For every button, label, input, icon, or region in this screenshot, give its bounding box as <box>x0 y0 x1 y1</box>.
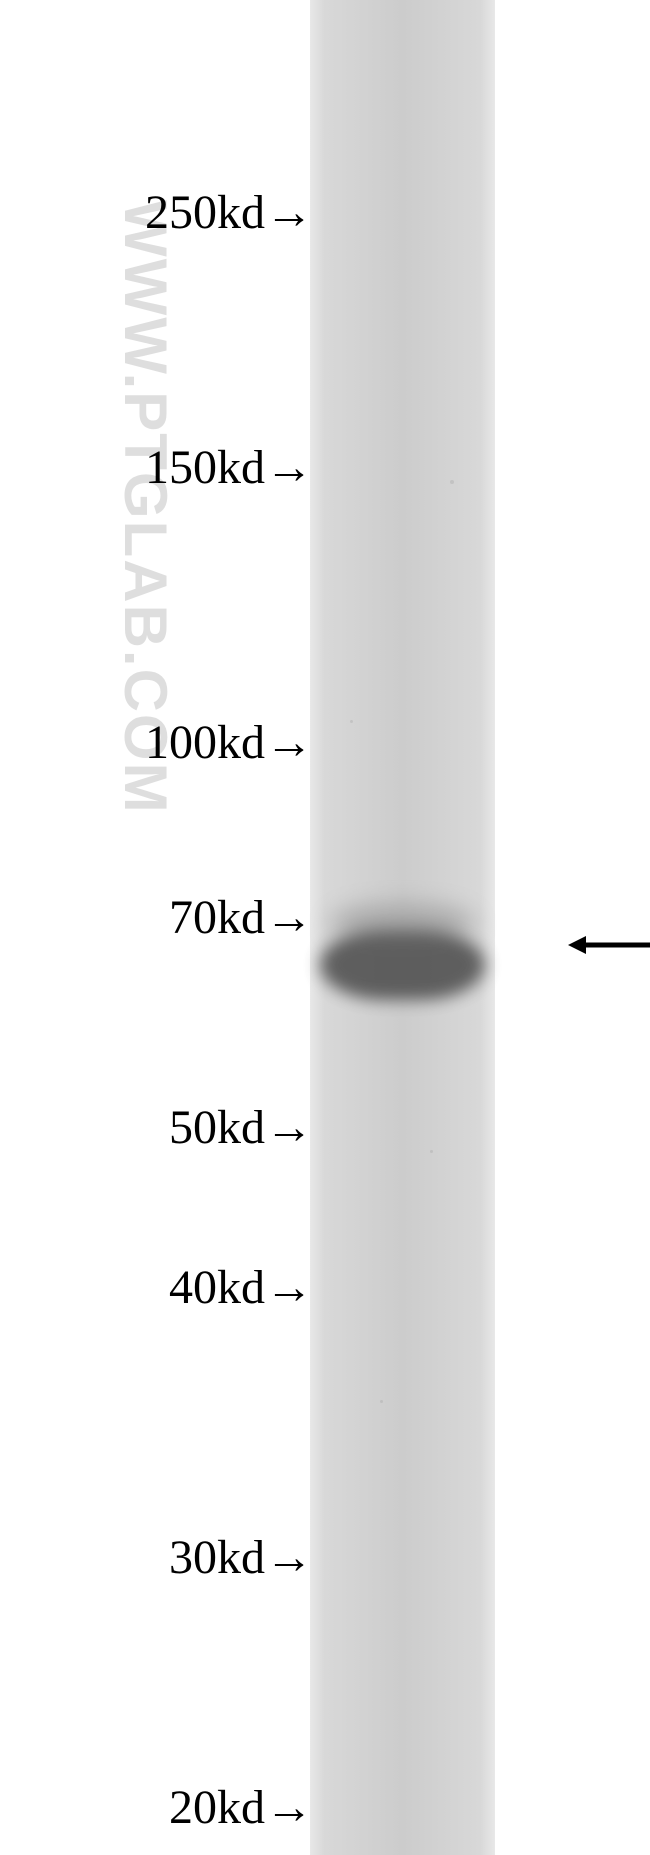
noise-speck <box>430 1150 433 1153</box>
marker-label: 50kd <box>169 1100 265 1155</box>
marker-label: 250kd <box>145 185 265 240</box>
western-blot-figure: WWW.PTGLAB.COM 250kd→150kd→100kd→70kd→50… <box>0 0 650 1855</box>
noise-speck <box>380 1400 383 1403</box>
arrow-right-icon: → <box>265 1780 313 1835</box>
marker-label: 20kd <box>169 1780 265 1835</box>
marker-label: 100kd <box>145 715 265 770</box>
result-arrow <box>568 930 650 965</box>
arrow-right-icon: → <box>265 1530 313 1585</box>
marker-label: 70kd <box>169 890 265 945</box>
arrow-right-icon: → <box>265 440 313 495</box>
noise-speck <box>450 480 454 484</box>
marker-label: 30kd <box>169 1530 265 1585</box>
arrow-right-icon: → <box>265 185 313 240</box>
marker-label: 40kd <box>169 1260 265 1315</box>
arrow-right-icon: → <box>265 715 313 770</box>
arrow-right-icon: → <box>265 890 313 945</box>
arrow-right-icon: → <box>265 1100 313 1155</box>
arrow-left-icon <box>568 930 650 960</box>
protein-band <box>330 905 475 945</box>
arrow-right-icon: → <box>265 1260 313 1315</box>
marker-label: 150kd <box>145 440 265 495</box>
noise-speck <box>350 720 353 723</box>
